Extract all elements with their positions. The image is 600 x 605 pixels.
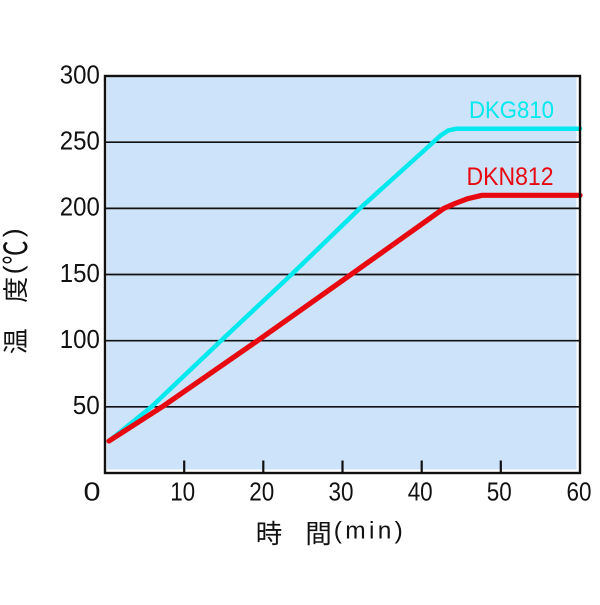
svg-text:0: 0 bbox=[84, 479, 101, 507]
svg-text:(min): (min) bbox=[334, 518, 403, 545]
svg-text:DKG810: DKG810 bbox=[469, 97, 554, 124]
svg-text:DKN812: DKN812 bbox=[467, 163, 554, 191]
svg-text:250: 250 bbox=[60, 126, 100, 156]
svg-text:50: 50 bbox=[73, 390, 100, 420]
svg-text:300: 300 bbox=[60, 59, 100, 89]
svg-text:50: 50 bbox=[487, 479, 512, 507]
svg-text:10: 10 bbox=[170, 479, 195, 507]
svg-text:200: 200 bbox=[60, 192, 100, 222]
svg-text:20: 20 bbox=[249, 479, 274, 507]
svg-text:40: 40 bbox=[408, 479, 433, 507]
svg-text:150: 150 bbox=[60, 258, 100, 288]
svg-text:60: 60 bbox=[567, 479, 592, 507]
svg-text:30: 30 bbox=[329, 479, 354, 507]
svg-text:100: 100 bbox=[60, 324, 100, 354]
